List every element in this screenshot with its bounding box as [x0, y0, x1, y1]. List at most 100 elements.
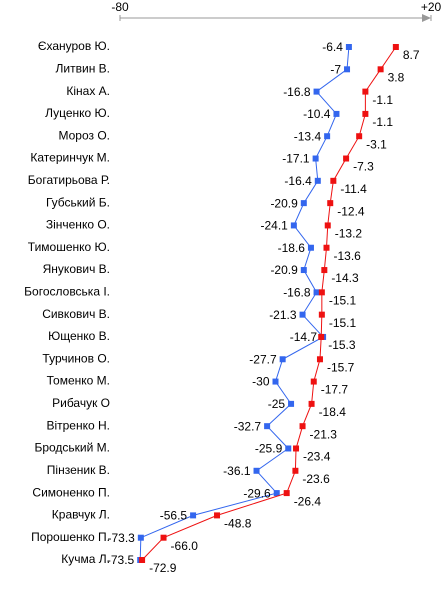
value-label: -11.4: [340, 182, 367, 196]
data-point: [344, 66, 351, 73]
category-label: Мороз О.: [58, 128, 110, 142]
value-label: -10.4: [303, 107, 331, 121]
data-point: [264, 423, 271, 430]
data-point: [343, 155, 350, 162]
data-point: [292, 467, 299, 474]
data-point: [327, 200, 334, 207]
data-point: [273, 490, 280, 497]
category-label: Вітренко Н.: [46, 418, 110, 432]
data-point: [318, 311, 325, 318]
data-point: [279, 356, 286, 363]
category-label: Ющенко В.: [48, 329, 110, 343]
category-label: Катеринчук М.: [30, 151, 110, 165]
value-label: -3.1: [366, 137, 387, 151]
value-label: -32.7: [234, 419, 262, 433]
value-label: -27.7: [249, 352, 277, 366]
data-point: [313, 289, 320, 296]
data-point: [330, 177, 337, 184]
category-label: Сивкович В.: [42, 307, 110, 321]
value-label: -30: [252, 375, 270, 389]
data-point: [313, 88, 320, 95]
category-label: Кінах А.: [66, 84, 110, 98]
data-point: [288, 400, 295, 407]
value-label: -1.1: [372, 93, 393, 107]
data-point: [316, 356, 323, 363]
data-point: [139, 557, 146, 563]
value-label: -17.7: [321, 383, 349, 397]
x-tick-label: -80: [111, 0, 129, 14]
data-point: [300, 267, 307, 274]
value-label: 3.8: [388, 70, 405, 84]
category-label: Єхануров Ю.: [38, 39, 110, 53]
data-point: [362, 110, 369, 117]
value-label: -21.3: [269, 308, 297, 322]
category-label: Тимошенко Ю.: [28, 240, 110, 254]
category-label: Пінзеник В.: [47, 463, 110, 477]
value-label: -15.1: [329, 316, 357, 330]
data-point: [299, 311, 306, 318]
category-label: Богословська І.: [24, 285, 110, 299]
value-label: -13.6: [334, 249, 362, 263]
data-point: [324, 222, 331, 229]
value-label: -48.8: [224, 517, 252, 531]
data-point: [272, 378, 279, 385]
category-label: Губський Б.: [46, 195, 110, 209]
data-point: [318, 333, 325, 340]
value-label: -15.3: [328, 338, 356, 352]
value-label: -29.6: [243, 486, 271, 500]
value-label: -14.7: [290, 330, 318, 344]
data-point: [299, 423, 306, 430]
category-label: Луценко Ю.: [45, 106, 110, 120]
value-label: -6.4: [322, 40, 343, 54]
category-label: Турчинов О.: [42, 351, 110, 365]
category-label: Кравчук Л.: [52, 508, 110, 522]
value-label: -13.4: [294, 129, 322, 143]
value-label: -24.1: [260, 219, 288, 233]
data-point: [377, 66, 384, 73]
data-point: [310, 378, 317, 385]
category-label: Симоненко П.: [32, 485, 110, 499]
value-label: -73.5: [107, 553, 135, 567]
value-label: -25.9: [255, 442, 283, 456]
data-point: [333, 110, 340, 117]
data-point: [345, 44, 352, 50]
value-label: -15.7: [327, 360, 355, 374]
value-label: -66.0: [171, 539, 199, 553]
value-label: -13.2: [335, 227, 363, 241]
data-point: [362, 88, 369, 95]
value-label: -7.3: [353, 160, 374, 174]
value-label: -23.4: [303, 450, 331, 464]
category-label: Томенко М.: [47, 374, 110, 388]
category-label: Янукович В.: [43, 262, 110, 276]
value-label: -14.3: [331, 271, 359, 285]
axis-arrow: [422, 14, 431, 22]
data-point: [160, 534, 167, 541]
x-tick-label: +20: [421, 0, 442, 14]
data-point: [293, 445, 300, 452]
value-label: -16.8: [283, 85, 311, 99]
value-label: -20.9: [270, 196, 298, 210]
data-point: [285, 445, 292, 452]
value-label: 8.7: [403, 48, 420, 62]
series-line: [139, 46, 350, 561]
value-label: -21.3: [310, 427, 338, 441]
data-point: [300, 200, 307, 207]
value-label: -18.6: [278, 241, 306, 255]
value-label: -7: [330, 62, 341, 76]
value-label: -17.1: [282, 152, 310, 166]
data-point: [321, 267, 328, 274]
value-label: -25: [268, 397, 286, 411]
category-label: Литвин В.: [56, 61, 110, 75]
data-point: [318, 289, 325, 296]
data-point: [324, 133, 331, 140]
data-point: [312, 155, 319, 162]
value-label: -15.1: [329, 294, 357, 308]
data-point: [323, 244, 330, 251]
category-label: Бродський М.: [34, 441, 110, 455]
value-label: -26.4: [294, 494, 322, 508]
data-point: [137, 534, 144, 541]
category-label: Рибачук О: [52, 396, 110, 410]
value-label: -16.4: [284, 174, 312, 188]
data-point: [308, 400, 315, 407]
